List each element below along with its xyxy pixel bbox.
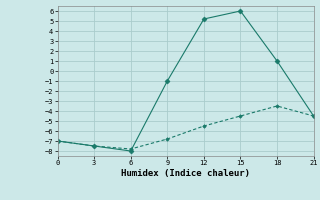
X-axis label: Humidex (Indice chaleur): Humidex (Indice chaleur) — [121, 169, 250, 178]
